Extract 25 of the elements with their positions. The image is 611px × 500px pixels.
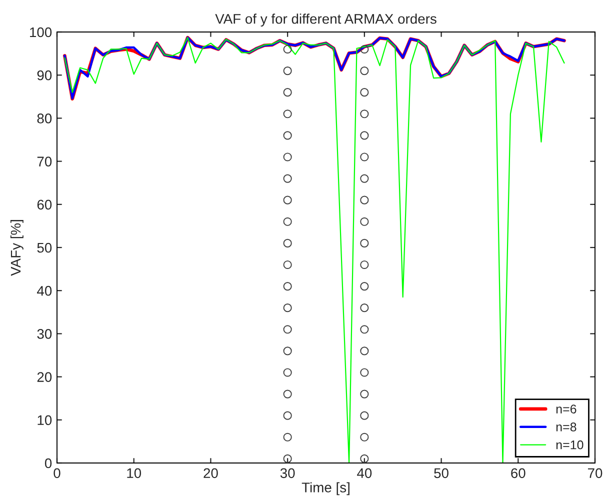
y-tick-label: 20 (37, 372, 52, 382)
x-tick-label: 0 (54, 468, 60, 478)
y-tick-label: 10 (38, 415, 52, 426)
x-tick-label: 20 (204, 468, 218, 478)
x-axis-title: Time [s] (302, 482, 350, 496)
y-tick-label: 70 (37, 156, 52, 166)
y-tick-label: 50 (37, 242, 52, 253)
x-tick-label: 40 (357, 468, 372, 478)
y-tick-label: 0 (44, 458, 52, 468)
x-tick-label: 50 (434, 468, 448, 478)
legend-label: n=6 (556, 404, 576, 414)
y-tick-label: 90 (37, 70, 52, 80)
x-tick-label: 60 (511, 468, 526, 478)
y-axis-title: VAFy [%] (10, 220, 24, 276)
y-tick-label: 80 (37, 114, 52, 124)
x-tick-label: 70 (588, 468, 602, 478)
y-tick-label: 100 (30, 27, 52, 38)
legend-label: n=8 (556, 422, 576, 432)
legend-label: n=10 (556, 440, 584, 450)
y-tick-label: 40 (37, 286, 52, 296)
y-tick-label: 60 (37, 200, 52, 210)
chart-title: VAF of y for different ARMAX orders (215, 14, 436, 27)
x-tick-label: 10 (127, 468, 142, 478)
x-tick-label: 30 (280, 468, 295, 478)
y-tick-label: 30 (37, 329, 52, 339)
